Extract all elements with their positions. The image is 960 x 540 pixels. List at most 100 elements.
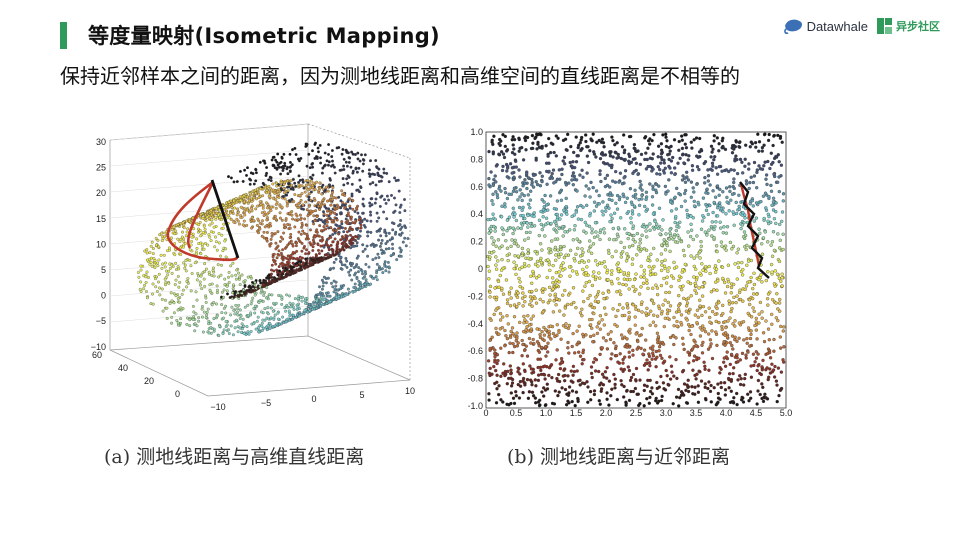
scatter-point	[557, 390, 561, 394]
scatter-point	[320, 295, 324, 299]
scatter-point	[152, 262, 156, 266]
scatter-point	[590, 375, 594, 380]
scatter-point	[592, 200, 597, 204]
scatter-point	[343, 263, 347, 267]
scatter-point	[522, 261, 527, 266]
scatter-point	[684, 388, 688, 393]
scatter-point	[647, 354, 652, 359]
scatter-point	[250, 226, 254, 230]
scatter-point	[253, 281, 257, 284]
scatter-point	[592, 235, 597, 239]
scatter-point	[278, 216, 282, 220]
scatter-point	[631, 348, 635, 353]
scatter-point	[526, 236, 530, 240]
scatter-point	[195, 298, 199, 302]
scatter-point	[269, 316, 273, 320]
scatter-point	[748, 336, 753, 341]
scatter-point	[601, 336, 606, 340]
scatter-point	[521, 304, 525, 308]
scatter-point	[562, 255, 567, 260]
scatter-point	[160, 287, 164, 291]
scatter-point	[516, 226, 520, 230]
scatter-point	[614, 169, 618, 174]
scatter-point	[730, 306, 734, 311]
scatter-point	[654, 222, 659, 226]
scatter-point	[234, 277, 238, 281]
scatter-point	[503, 134, 507, 139]
scatter-point	[167, 246, 171, 250]
scatter-point	[301, 229, 305, 233]
scatter-point	[496, 358, 500, 363]
scatter-point	[312, 242, 316, 246]
scatter-point	[745, 336, 749, 341]
scatter-point	[747, 280, 752, 284]
scatter-point	[685, 208, 689, 213]
scatter-point	[594, 189, 599, 193]
scatter-point	[532, 211, 536, 215]
scatter-point	[366, 234, 370, 238]
scatter-point	[307, 152, 311, 156]
scatter-point	[249, 302, 253, 306]
scatter-point	[403, 198, 406, 201]
scatter-point	[254, 167, 258, 171]
scatter-point	[321, 258, 324, 262]
scatter-point	[721, 144, 725, 149]
scatter-point	[328, 217, 332, 221]
scatter-point	[222, 306, 226, 310]
scatter-point	[238, 195, 242, 199]
scatter-point	[596, 234, 600, 238]
scatter-point	[678, 395, 682, 400]
scatter-point	[256, 326, 260, 330]
scatter-point	[154, 277, 157, 281]
scatter-point	[674, 395, 679, 399]
scatter-point	[621, 306, 625, 310]
scatter-point	[230, 206, 234, 210]
scatter-point	[663, 298, 667, 302]
scatter-point	[184, 258, 188, 262]
scatter-point	[694, 136, 699, 140]
scatter-point	[506, 258, 510, 263]
scatter-point	[538, 357, 543, 361]
scatter-point	[209, 321, 213, 325]
scatter-point	[741, 267, 745, 272]
scatter-point	[264, 325, 268, 329]
scatter-point	[554, 134, 558, 138]
scatter-point	[286, 165, 290, 169]
scatter-point	[300, 225, 304, 229]
scatter-point	[529, 317, 533, 321]
scatter-point	[543, 388, 548, 392]
scatter-point	[181, 230, 184, 234]
scatter-point	[780, 272, 784, 276]
scatter-point	[185, 322, 189, 326]
scatter-point	[377, 229, 381, 233]
scatter-point	[397, 224, 400, 228]
scatter-point	[309, 179, 313, 183]
scatter-point	[300, 192, 304, 196]
scatter-point	[495, 193, 499, 197]
scatter-point	[589, 180, 593, 185]
scatter-point	[161, 262, 165, 266]
scatter-point	[654, 349, 658, 354]
scatter-point	[308, 263, 312, 267]
scatter-point	[713, 195, 718, 199]
scatter-point	[572, 256, 576, 261]
scatter-point	[662, 387, 666, 391]
scatter-point	[648, 137, 652, 141]
scatter-point	[663, 258, 667, 262]
scatter-point	[757, 140, 762, 144]
scatter-point	[650, 195, 655, 199]
scatter-point	[557, 270, 561, 274]
scatter-point	[340, 267, 344, 271]
scatter-point	[269, 281, 273, 285]
scatter-point	[741, 400, 746, 404]
scatter-point	[312, 214, 316, 218]
scatter-point	[367, 168, 371, 172]
scatter-point	[157, 280, 160, 284]
scatter-point	[514, 165, 518, 169]
scatter-point	[267, 194, 271, 198]
scatter-point	[735, 391, 739, 396]
scatter-point	[258, 299, 262, 302]
scatter-point	[581, 267, 585, 272]
scatter-point	[241, 223, 245, 227]
scatter-point	[610, 255, 614, 259]
